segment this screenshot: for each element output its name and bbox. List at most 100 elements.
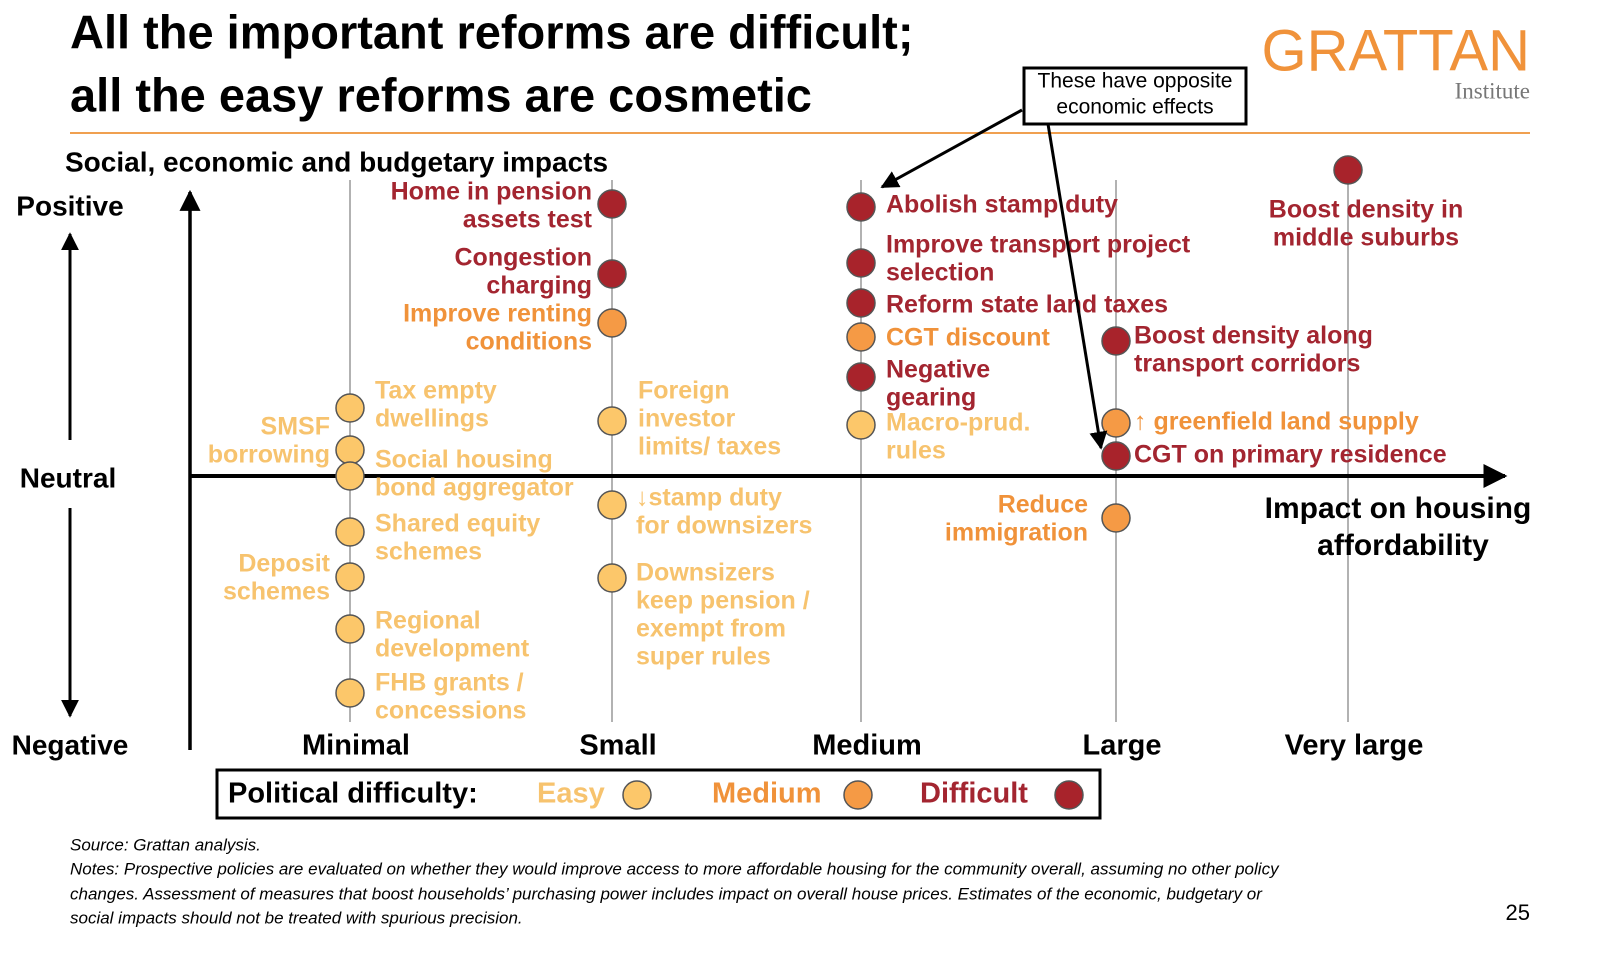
- x-category: Small: [579, 730, 656, 762]
- policy-dot: [335, 393, 365, 423]
- policy-label: Reduce: [998, 491, 1088, 519]
- legend: Easy Medium Difficult: [537, 778, 1084, 810]
- legend-dot: [843, 780, 873, 810]
- y-axis-title: Social, economic and budgetary impacts: [65, 146, 608, 177]
- legend-title: Political difficulty:: [228, 778, 478, 810]
- callout-text: These have opposite: [1038, 70, 1233, 93]
- policy-label: middle suburbs: [1273, 224, 1459, 252]
- policy-dot: [335, 435, 365, 465]
- policy-dot: [597, 563, 627, 593]
- policy-label: super rules: [636, 643, 771, 671]
- policy-label: assets test: [463, 206, 593, 234]
- policy-label: Improve transport project: [886, 231, 1191, 259]
- policy-label: ↑ greenfield land supply: [1134, 408, 1419, 436]
- policy-label: Macro-prud.: [886, 409, 1030, 437]
- x-axis-title: Impact on housing: [1265, 492, 1532, 525]
- policy-label: investor: [638, 405, 736, 433]
- policy-label: Deposit: [238, 550, 330, 578]
- policy-dot: [335, 562, 365, 592]
- notes: Notes: Prospective policies are evaluate…: [70, 859, 1280, 878]
- policy-dot: [846, 248, 876, 278]
- policy-label: charging: [486, 272, 592, 300]
- callout-arrow: [880, 108, 1023, 189]
- policy-label: Abolish stamp duty: [886, 191, 1118, 219]
- policy-label: bond aggregator: [375, 474, 574, 502]
- legend-label: Easy: [537, 778, 605, 810]
- policy-dot: [1101, 503, 1131, 533]
- policy-label: Negative: [886, 356, 990, 384]
- policy-label: Social housing: [375, 446, 553, 474]
- policy-label: Shared equity: [375, 510, 540, 538]
- policy-label: Reform state land taxes: [886, 291, 1168, 319]
- policy-label: CGT on primary residence: [1134, 441, 1447, 469]
- policy-label: concessions: [375, 697, 526, 725]
- policy-dot: [846, 288, 876, 318]
- title: all the easy reforms are cosmetic: [70, 68, 812, 121]
- policy-dot: [846, 322, 876, 352]
- policy-label: transport corridors: [1134, 350, 1360, 378]
- policy-label: conditions: [466, 328, 592, 356]
- policy-label: Tax empty: [375, 377, 497, 405]
- policy-dot: [335, 614, 365, 644]
- policy-label: borrowing: [208, 441, 330, 469]
- policy-label: Home in pension: [391, 178, 592, 206]
- y-middle: Neutral: [20, 462, 116, 493]
- policy-dot: [335, 517, 365, 547]
- policy-dot: [846, 362, 876, 392]
- notes: social impacts should not be treated wit…: [70, 908, 523, 927]
- callout-text: economic effects: [1056, 96, 1213, 119]
- policy-label: Congestion: [455, 244, 593, 272]
- policy-dot: [597, 189, 627, 219]
- policy-label: development: [375, 635, 530, 663]
- policy-label: limits/ taxes: [638, 433, 781, 461]
- policy-label: immigration: [945, 519, 1088, 547]
- legend-dot: [1054, 780, 1084, 810]
- policy-dot: [846, 410, 876, 440]
- policy-label: schemes: [375, 538, 482, 566]
- policy-label: CGT discount: [886, 324, 1051, 352]
- policy-dot: [335, 461, 365, 491]
- policy-dot: [1101, 326, 1131, 356]
- x-category: Minimal: [302, 730, 410, 762]
- logo: GRATTAN: [1261, 18, 1530, 83]
- policy-label: keep pension /: [636, 587, 810, 615]
- policy-dot: [597, 308, 627, 338]
- policy-dot: [846, 192, 876, 222]
- policy-label: gearing: [886, 384, 976, 412]
- policy-label: Downsizers: [636, 559, 775, 587]
- callout-box: [1022, 66, 1248, 126]
- policy-dot: [597, 259, 627, 289]
- policy-label: Foreign: [638, 377, 730, 405]
- policy-label: ↓stamp duty: [636, 484, 782, 512]
- policy-label: Improve renting: [403, 300, 592, 328]
- legend-box: [215, 768, 1102, 820]
- legend-dot: [622, 780, 652, 810]
- policy-label: Regional: [375, 607, 481, 635]
- policy-dot: [1333, 155, 1363, 185]
- policy-label: selection: [886, 259, 994, 287]
- policy-label: exempt from: [636, 615, 786, 643]
- callout-arrow: [1046, 123, 1108, 450]
- policy-dot: [597, 490, 627, 520]
- policy-label: Boost density in: [1269, 196, 1463, 224]
- policy-label: FHB grants /: [375, 669, 524, 697]
- x-axis-title: affordability: [1317, 529, 1489, 562]
- logo-sub: Institute: [1455, 78, 1530, 103]
- policy-label: rules: [886, 437, 946, 465]
- policy-label: SMSF: [261, 413, 330, 441]
- x-category: Large: [1083, 730, 1162, 762]
- policy-dot: [1101, 441, 1131, 471]
- source: Source: Grattan analysis.: [70, 835, 261, 854]
- policy-label: for downsizers: [636, 512, 812, 540]
- policy-dot: [597, 406, 627, 436]
- x-category: Medium: [812, 730, 922, 762]
- y-top: Positive: [16, 190, 123, 221]
- legend-label: Medium: [712, 778, 822, 810]
- policy-label: schemes: [223, 578, 330, 606]
- x-category: Very large: [1285, 730, 1424, 762]
- page-number: 25: [1506, 900, 1530, 925]
- y-bottom: Negative: [12, 729, 129, 760]
